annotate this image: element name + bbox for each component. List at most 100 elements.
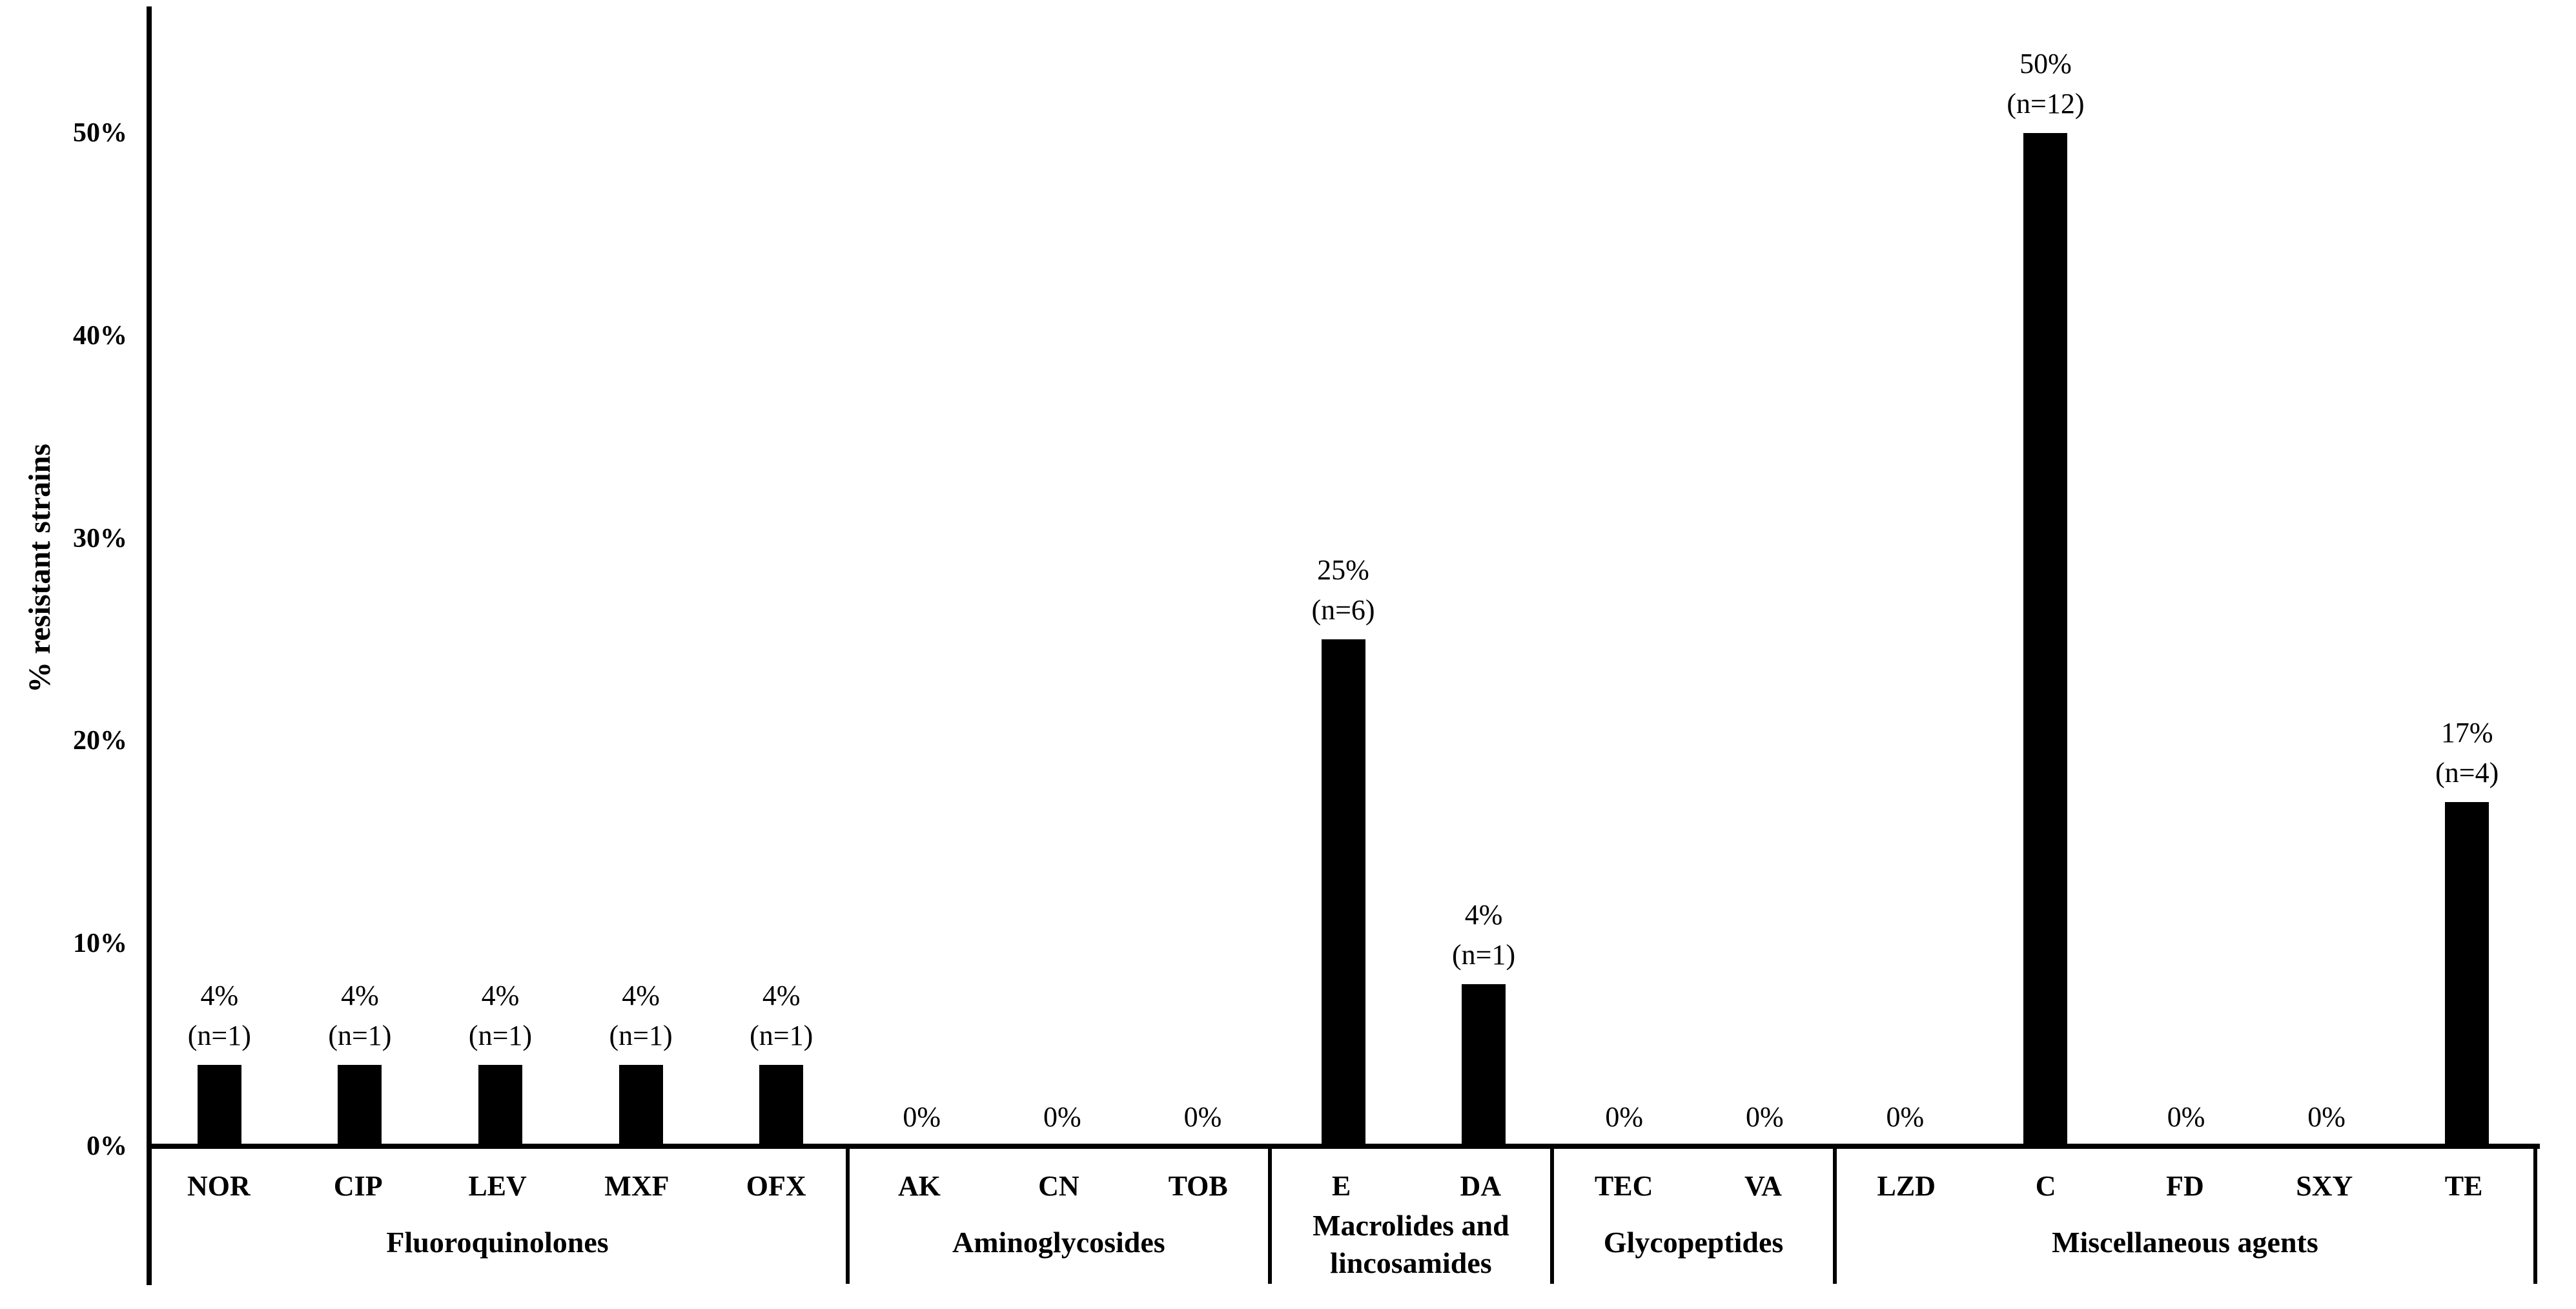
bar-slot-AK: 0% xyxy=(852,0,992,1146)
group-cell-glycopeptides: TEC VA Glycopeptides xyxy=(1554,1149,1837,1284)
bar-value-label-TEC: 0% xyxy=(1502,1097,1746,1137)
bar-n-text: (n=4) xyxy=(2435,757,2499,788)
y-tick-label-30: 30% xyxy=(73,523,127,553)
bar-n-text: (n=1) xyxy=(328,1020,392,1051)
category-label-row: TEC VA xyxy=(1554,1166,1833,1207)
bar-slot-FD: 0% xyxy=(2116,0,2256,1146)
bar-slot-MXF: 4% (n=1) xyxy=(571,0,711,1146)
bar-OFX xyxy=(759,1065,804,1146)
category-label-LZD: LZD xyxy=(1877,1170,1936,1202)
bar-n-text: (n=1) xyxy=(1452,939,1516,971)
bar-TE xyxy=(2445,802,2489,1146)
bar-CIP xyxy=(338,1065,382,1146)
group-cell-macrolides-and-lincosamides: E DA Macrolides and lincosamides xyxy=(1272,1149,1555,1284)
bar-percent-text: 0% xyxy=(2167,1101,2205,1133)
bar-value-label-OFX: 4% (n=1) xyxy=(659,976,903,1056)
bar-group-macrolides-and-lincosamides: 25% (n=6) 4% (n=1) xyxy=(1273,0,1554,1146)
bar-C xyxy=(2023,133,2068,1146)
bar-slot-OFX: 4% (n=1) xyxy=(711,0,852,1146)
bar-value-label-C: 50% (n=12) xyxy=(1924,44,2168,124)
bar-slot-LZD: 0% xyxy=(1835,0,1976,1146)
bar-percent-text: 17% xyxy=(2440,717,2493,748)
bar-value-label-CIP: 4% (n=1) xyxy=(238,976,482,1056)
group-label: Macrolides and lincosamides xyxy=(1313,1209,1509,1279)
category-label-FD: FD xyxy=(2166,1170,2204,1202)
category-label-C: C xyxy=(2035,1170,2056,1202)
category-label-VA: VA xyxy=(1744,1170,1782,1202)
bar-n-text: (n=1) xyxy=(468,1020,533,1051)
bar-value-label-TE: 17% (n=4) xyxy=(2345,713,2576,793)
bar-DA xyxy=(1462,984,1506,1146)
bar-value-label-AK: 0% xyxy=(800,1097,1044,1137)
bar-group-glycopeptides: 0% 0% xyxy=(1554,0,1835,1146)
bar-percent-text: 4% xyxy=(762,980,801,1011)
bar-value-label-VA: 0% xyxy=(1642,1097,1886,1137)
bar-percent-text: 0% xyxy=(1605,1101,1643,1133)
bar-slot-LEV: 4% (n=1) xyxy=(430,0,571,1146)
x-axis-baseline xyxy=(147,1144,2540,1149)
bar-percent-text: 4% xyxy=(481,980,520,1011)
bar-n-text: (n=1) xyxy=(609,1020,673,1051)
category-label-SXY: SXY xyxy=(2296,1170,2353,1202)
bar-group-aminoglycosides: 0% 0% 0% xyxy=(852,0,1273,1146)
group-cell-miscellaneous-agents: LZD C FD SXY TE Miscellaneous agents xyxy=(1837,1149,2537,1284)
group-cell-fluoroquinolones: NOR CIP LEV MXF OFX Fluoroquinolones xyxy=(149,1149,850,1284)
category-label-row: NOR CIP LEV MXF OFX xyxy=(149,1166,846,1207)
bar-slot-SXY: 0% xyxy=(2256,0,2397,1146)
category-label-AK: AK xyxy=(898,1170,941,1202)
bar-n-text: (n=1) xyxy=(750,1020,813,1051)
bar-value-label-CN: 0% xyxy=(941,1097,1185,1137)
bar-slot-DA: 4% (n=1) xyxy=(1413,0,1554,1146)
bar-value-label-LEV: 4% (n=1) xyxy=(378,976,622,1056)
bar-percent-text: 0% xyxy=(1043,1101,1081,1133)
bar-group-fluoroquinolones: 4% (n=1) 4% (n=1) 4% (n=1) 4% (n=1) 4% (n=1) xyxy=(149,0,852,1146)
group-cell-aminoglycosides: AK CN TOB Aminoglycosides xyxy=(850,1149,1272,1284)
category-label-NOR: NOR xyxy=(187,1170,250,1202)
category-label-MXF: MXF xyxy=(604,1170,670,1202)
bar-slot-TE: 17% (n=4) xyxy=(2397,0,2537,1146)
category-label-TEC: TEC xyxy=(1594,1170,1653,1202)
category-label-TOB: TOB xyxy=(1168,1170,1228,1202)
bar-percent-text: 4% xyxy=(200,980,239,1011)
y-tick-label-20: 20% xyxy=(73,726,127,756)
bar-value-label-NOR: 4% (n=1) xyxy=(97,976,342,1056)
category-label-row: LZD C FD SXY TE xyxy=(1837,1166,2533,1207)
y-tick-label-10: 10% xyxy=(73,929,127,959)
bar-percent-text: 4% xyxy=(1464,899,1503,931)
bar-slot-NOR: 4% (n=1) xyxy=(149,0,290,1146)
bar-NOR xyxy=(197,1065,241,1146)
bar-percent-text: 0% xyxy=(1745,1101,1784,1133)
bar-value-label-SXY: 0% xyxy=(2205,1097,2449,1137)
bar-value-label-LZD: 0% xyxy=(1783,1097,2027,1137)
bar-LEV xyxy=(478,1065,522,1146)
group-label: Aminoglycosides xyxy=(952,1225,1165,1259)
bar-value-label-DA: 4% (n=1) xyxy=(1362,895,1606,975)
bar-value-label-TOB: 0% xyxy=(1081,1097,1325,1137)
category-label-TE: TE xyxy=(2444,1170,2483,1202)
category-label-LEV: LEV xyxy=(468,1170,527,1202)
group-label: Fluoroquinolones xyxy=(386,1225,609,1259)
bar-percent-text: 0% xyxy=(1183,1101,1222,1133)
bar-MXF xyxy=(618,1065,663,1146)
category-label-DA: DA xyxy=(1460,1170,1502,1202)
bar-group-miscellaneous-agents: 0% 50% (n=12) 0% 0% 17% (n=4) xyxy=(1835,0,2537,1146)
category-label-E: E xyxy=(1331,1170,1351,1202)
category-label-CIP: CIP xyxy=(333,1170,383,1202)
bar-percent-text: 4% xyxy=(341,980,379,1011)
bar-slot-TOB: 0% xyxy=(1132,0,1273,1146)
bar-percent-text: 50% xyxy=(2019,48,2072,79)
bar-percent-text: 0% xyxy=(2307,1101,2346,1133)
bar-value-label-E: 25% (n=6) xyxy=(1222,550,1466,630)
bars-area: 4% (n=1) 4% (n=1) 4% (n=1) 4% (n=1) 4% (n=1) 0% 0% 0… xyxy=(149,0,2537,1146)
bar-percent-text: 25% xyxy=(1317,554,1369,586)
bar-slot-CN: 0% xyxy=(992,0,1133,1146)
category-label-CN: CN xyxy=(1038,1170,1079,1202)
bar-n-text: (n=1) xyxy=(187,1020,251,1051)
category-axis-strip: NOR CIP LEV MXF OFX Fluoroquinolones AK CN TOB Am… xyxy=(149,1149,2537,1284)
group-label: Glycopeptides xyxy=(1603,1225,1784,1259)
category-label-row: E DA xyxy=(1272,1166,1551,1207)
group-label: Miscellaneous agents xyxy=(2052,1225,2318,1259)
bar-n-text: (n=6) xyxy=(1311,594,1375,626)
y-axis-line xyxy=(147,6,152,1285)
